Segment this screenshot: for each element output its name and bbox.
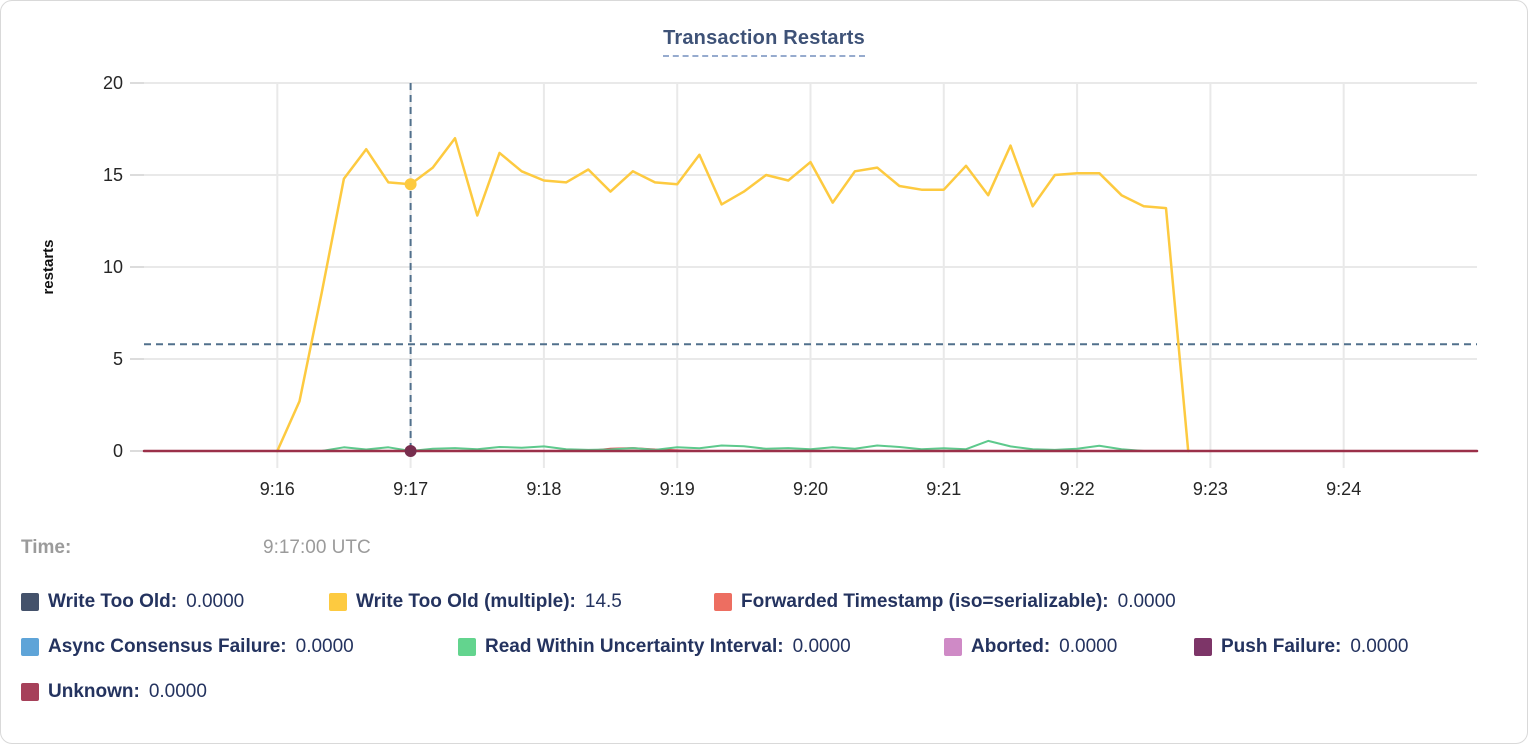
y-tick-label: 20 (103, 73, 123, 93)
series-line-write-too-old-multiple (276, 136, 1190, 453)
y-tick-label: 10 (103, 257, 123, 277)
hover-dot-unknown (404, 445, 417, 457)
legend-value: 0.0000 (1117, 591, 1176, 612)
legend-label: Aborted: (971, 636, 1051, 657)
hover-time-value: 9:17:00 UTC (263, 537, 371, 558)
legend-swatch-unknown (21, 683, 39, 701)
legend-item-unknown: Unknown: 0.0000 (21, 681, 207, 703)
legend-item-write-too-old-multiple: Write Too Old (multiple): 14.5 (329, 591, 714, 613)
legend-swatch-read-within-uncertainty-interval (458, 638, 476, 656)
x-tick-label: 9:23 (1193, 479, 1228, 499)
series-line-read-within-uncertainty-interval (320, 439, 1145, 452)
x-tick-label: 9:18 (526, 479, 561, 499)
legend-label: Read Within Uncertainty Interval: (485, 636, 784, 657)
legend-label: Forwarded Timestamp (iso=serializable): (741, 591, 1109, 612)
legend-item-write-too-old: Write Too Old: 0.0000 (21, 591, 329, 613)
legend-value: 14.5 (584, 591, 622, 612)
legend-swatch-write-too-old (21, 593, 39, 611)
legend-swatch-aborted (944, 638, 962, 656)
legend-value: 0.0000 (186, 591, 245, 612)
x-tick-label: 9:20 (793, 479, 828, 499)
hover-time-row: Time: 9:17:00 UTC (21, 537, 371, 559)
legend-value: 0.0000 (792, 636, 851, 657)
legend-item-forwarded-timestamp: Forwarded Timestamp (iso=serializable): 0… (714, 591, 1176, 613)
x-tick-label: 9:17 (393, 479, 428, 499)
chart-legend: Write Too Old: 0.0000 Write Too Old (multi… (21, 587, 1511, 722)
legend-row: Unknown: 0.0000 (21, 677, 1511, 707)
x-tick-label: 9:19 (660, 479, 695, 499)
legend-label: Write Too Old (multiple): (356, 591, 576, 612)
legend-item-read-within-uncertainty-interval: Read Within Uncertainty Interval: 0.0000 (458, 636, 944, 658)
x-tick-label: 9:24 (1326, 479, 1361, 499)
legend-label: Write Too Old: (48, 591, 178, 612)
legend-label: Push Failure: (1221, 636, 1342, 657)
legend-item-async-consensus-failure: Async Consensus Failure: 0.0000 (21, 636, 458, 658)
legend-swatch-push-failure (1194, 638, 1212, 656)
legend-item-aborted: Aborted: 0.0000 (944, 636, 1194, 658)
y-tick-label: 5 (113, 349, 123, 369)
legend-value: 0.0000 (1059, 636, 1118, 657)
x-tick-label: 9:22 (1060, 479, 1095, 499)
chart-title[interactable]: Transaction Restarts (663, 27, 865, 57)
chart-title-wrap: Transaction Restarts (1, 27, 1527, 57)
x-tick-label: 9:16 (260, 479, 295, 499)
x-tick-label: 9:21 (926, 479, 961, 499)
y-tick-label: 0 (113, 441, 123, 461)
hover-time-label: Time: (21, 537, 72, 558)
legend-item-push-failure: Push Failure: 0.0000 (1194, 636, 1408, 658)
legend-swatch-write-too-old-multiple (329, 593, 347, 611)
legend-swatch-async-consensus-failure (21, 638, 39, 656)
hover-dot-write-too-old-multiple- (404, 178, 417, 191)
legend-label: Async Consensus Failure: (48, 636, 287, 657)
legend-value: 0.0000 (1350, 636, 1409, 657)
legend-value: 0.0000 (295, 636, 354, 657)
legend-row: Write Too Old: 0.0000 Write Too Old (multi… (21, 587, 1511, 617)
legend-label: Unknown: (48, 681, 140, 702)
transaction-restarts-chart[interactable]: 9:16 9:17 9:18 9:19 9:20 9:21 9:22 9:23 9:24 0 5 10… (1, 1, 1527, 509)
legend-swatch-forwarded-timestamp (714, 593, 732, 611)
legend-row: Async Consensus Failure: 0.0000 Read Withi… (21, 632, 1511, 662)
y-axis-label: restarts (40, 239, 57, 294)
legend-value: 0.0000 (148, 681, 207, 702)
y-tick-label: 15 (103, 165, 123, 185)
